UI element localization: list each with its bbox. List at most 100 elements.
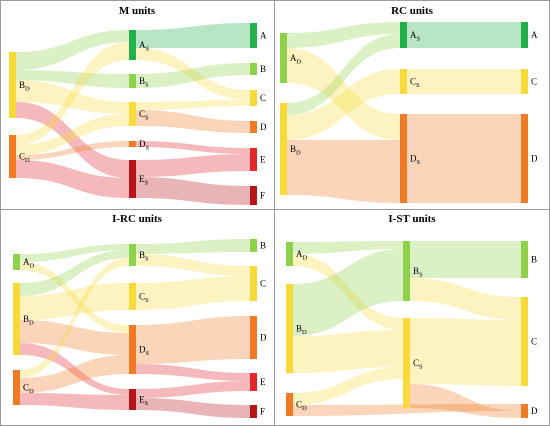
node-bar-m-units-CD <box>9 135 16 178</box>
flow-m-units-BD-to-BS <box>16 70 129 88</box>
flow-i-rc-units-BS-to-C <box>136 254 250 276</box>
node-bar-i-st-units-BS <box>403 241 410 301</box>
panel-title-i-rc-units: I-RC units <box>112 213 163 225</box>
node-m-units-A: A <box>250 23 267 48</box>
node-label-i-rc-units-BD: BD <box>23 314 34 327</box>
flow-i-st-units-CS-to-C <box>410 318 521 386</box>
flow-m-units-AS-to-A <box>136 23 250 48</box>
flow-m-units-ES-to-E <box>136 154 250 177</box>
node-m-units-F: F <box>250 186 265 205</box>
nodes-layer: BDCDASBSCSDSESABCDEFADBDASCSDSACDADBDCDB… <box>9 22 538 418</box>
node-bar-i-rc-units-B <box>250 239 257 252</box>
node-i-rc-units-ES: ES <box>129 389 149 410</box>
node-rc-units-C: C <box>521 69 537 94</box>
node-bar-rc-units-DS <box>400 114 407 203</box>
node-i-st-units-CS: CS <box>403 318 423 408</box>
node-bar-m-units-BD <box>9 52 16 118</box>
node-label-i-rc-units-C: C <box>260 279 266 289</box>
node-bar-m-units-B <box>250 63 257 75</box>
node-label-rc-units-A: A <box>531 30 538 40</box>
flow-i-rc-units-BD-to-CS <box>20 283 129 320</box>
node-bar-m-units-C <box>250 90 257 106</box>
node-bar-i-st-units-BD <box>286 284 293 373</box>
node-label-m-units-F: F <box>260 191 265 201</box>
flow-i-rc-units-BD-to-ES <box>20 343 129 395</box>
flow-m-units-ES-to-F <box>136 177 250 205</box>
node-label-m-units-C: C <box>260 93 266 103</box>
flow-m-units-CS-to-D <box>136 110 250 133</box>
flow-m-units-CS-to-C <box>136 100 250 110</box>
panel-title-m-units: M units <box>119 5 156 17</box>
node-i-rc-units-CD: CD <box>13 370 34 405</box>
node-i-rc-units-AD: AD <box>13 254 35 270</box>
flow-i-rc-units-ES-to-E <box>136 381 250 398</box>
node-label-i-rc-units-AD: AD <box>23 257 35 270</box>
flow-rc-units-AD-to-DS <box>287 48 400 140</box>
node-i-rc-units-B: B <box>250 239 266 252</box>
node-i-rc-units-E: E <box>250 373 266 391</box>
node-label-m-units-A: A <box>260 31 267 41</box>
flow-m-units-DS-to-E <box>136 141 250 154</box>
node-bar-i-rc-units-F <box>250 405 257 418</box>
flow-i-st-units-BS-to-C <box>410 278 521 320</box>
flow-rc-units-BD-to-DS <box>287 140 400 203</box>
node-i-rc-units-CS: CS <box>129 283 149 310</box>
node-i-st-units-B: B <box>521 241 537 278</box>
flow-rc-units-BD-to-CS <box>287 69 400 140</box>
node-i-st-units-C: C <box>521 297 537 386</box>
flow-i-rc-units-DS-to-D <box>136 316 250 364</box>
node-i-rc-units-F: F <box>250 405 265 418</box>
node-label-i-st-units-BS: BS <box>413 266 423 279</box>
node-i-st-units-CD: CD <box>286 393 307 416</box>
node-bar-i-rc-units-D <box>250 316 257 359</box>
node-label-i-st-units-CD: CD <box>296 400 307 413</box>
node-bar-m-units-A <box>250 23 257 48</box>
node-label-m-units-D: D <box>260 122 267 132</box>
node-label-m-units-DS: DS <box>139 139 150 152</box>
flow-i-st-units-CD-to-D <box>293 404 521 416</box>
node-i-st-units-AD: AD <box>286 242 308 266</box>
node-m-units-C: C <box>250 90 266 106</box>
flow-i-st-units-CS-to-D <box>410 384 521 418</box>
node-bar-m-units-BS <box>129 74 136 88</box>
node-label-i-rc-units-D: D <box>260 333 267 343</box>
flow-rc-units-BD-to-AS <box>287 34 400 115</box>
node-m-units-BD: BD <box>9 52 30 118</box>
node-label-rc-units-D: D <box>531 154 538 164</box>
node-label-i-rc-units-B: B <box>260 241 266 251</box>
node-label-m-units-B: B <box>260 64 266 74</box>
flow-rc-units-DS-to-D <box>407 114 521 203</box>
flow-i-st-units-BD-to-BS <box>293 249 403 336</box>
node-bar-rc-units-AD <box>280 33 287 83</box>
node-i-rc-units-DS: DS <box>129 325 150 374</box>
flow-m-units-BD-to-AS <box>16 30 129 70</box>
node-m-units-E: E <box>250 148 266 171</box>
node-m-units-B: B <box>250 63 266 75</box>
node-label-i-st-units-CS: CS <box>413 358 423 371</box>
flow-m-units-BD-to-CS <box>16 80 129 114</box>
node-i-rc-units-D: D <box>250 316 267 359</box>
node-rc-units-D: D <box>521 114 538 203</box>
links-layer <box>16 22 521 418</box>
node-m-units-D: D <box>250 121 267 133</box>
node-bar-i-rc-units-CD <box>13 370 20 405</box>
node-i-st-units-BS: BS <box>403 241 423 301</box>
flow-m-units-CD-to-ES <box>16 160 129 198</box>
node-bar-i-st-units-C <box>521 297 528 386</box>
node-i-rc-units-C: C <box>250 266 266 301</box>
node-label-m-units-BS: BS <box>139 76 149 89</box>
node-label-i-rc-units-CS: CS <box>139 292 149 305</box>
node-label-rc-units-AS: AS <box>410 30 421 43</box>
node-bar-i-rc-units-AD <box>13 254 20 270</box>
node-bar-i-st-units-CS <box>403 318 410 408</box>
node-label-rc-units-BD: BD <box>290 144 301 157</box>
node-bar-m-units-CS <box>129 102 136 126</box>
flow-i-rc-units-AD-to-BS <box>20 244 129 262</box>
flow-i-st-units-BS-to-B <box>410 241 521 278</box>
node-m-units-CS: CS <box>129 102 149 126</box>
node-label-m-units-E: E <box>260 155 266 165</box>
node-label-i-rc-units-E: E <box>260 377 266 387</box>
node-label-i-st-units-B: B <box>531 255 537 265</box>
flow-m-units-CD-to-AS <box>16 42 129 145</box>
node-bar-i-rc-units-BD <box>13 283 20 355</box>
